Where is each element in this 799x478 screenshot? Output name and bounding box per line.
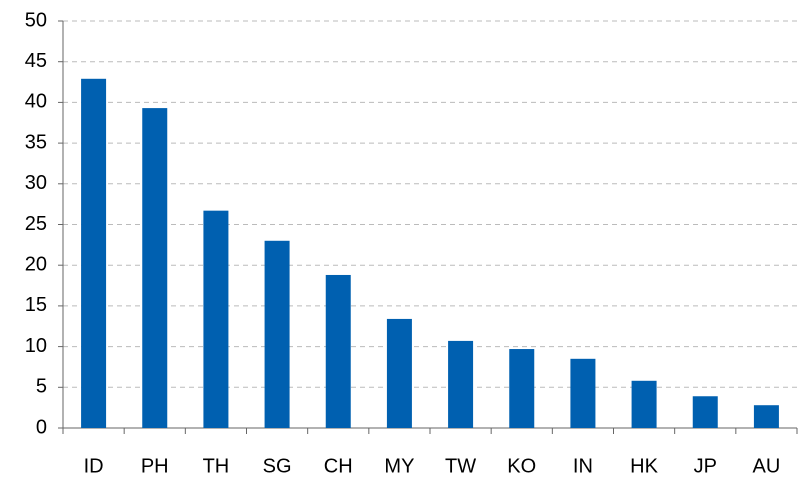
bar — [448, 340, 474, 428]
y-tick-label: 45 — [25, 50, 47, 72]
bar — [325, 274, 351, 428]
y-tick-label: 50 — [25, 9, 47, 31]
x-tick-label: HK — [630, 455, 658, 477]
bar — [203, 210, 229, 428]
x-tick-label: ID — [84, 455, 104, 477]
bar — [81, 78, 107, 428]
x-tick-label: PH — [141, 455, 169, 477]
y-tick-label: 5 — [36, 376, 47, 398]
x-tick-label: KO — [507, 455, 536, 477]
y-tick-label: 0 — [36, 416, 47, 438]
x-tick-label: SG — [263, 455, 292, 477]
bar — [570, 358, 596, 428]
x-tick-label: CH — [324, 455, 353, 477]
x-tick-label: TH — [203, 455, 230, 477]
x-tick-label: JP — [694, 455, 717, 477]
y-tick-label: 20 — [25, 253, 47, 275]
y-tick-label: 30 — [25, 172, 47, 194]
bar — [631, 380, 657, 428]
y-tick-label: 40 — [25, 91, 47, 113]
bar — [386, 318, 412, 428]
bar — [692, 396, 718, 428]
x-tick-label: IN — [573, 455, 593, 477]
bar — [142, 108, 168, 429]
bar — [753, 405, 779, 428]
x-tick-label: AU — [753, 455, 781, 477]
y-tick-label: 15 — [25, 294, 47, 316]
y-tick-label: 10 — [25, 335, 47, 357]
bar — [264, 240, 290, 428]
y-tick-label: 35 — [25, 131, 47, 153]
x-tick-label: TW — [445, 455, 476, 477]
y-tick-label: 25 — [25, 213, 47, 235]
x-tick-label: MY — [384, 455, 414, 477]
bar — [509, 349, 535, 428]
